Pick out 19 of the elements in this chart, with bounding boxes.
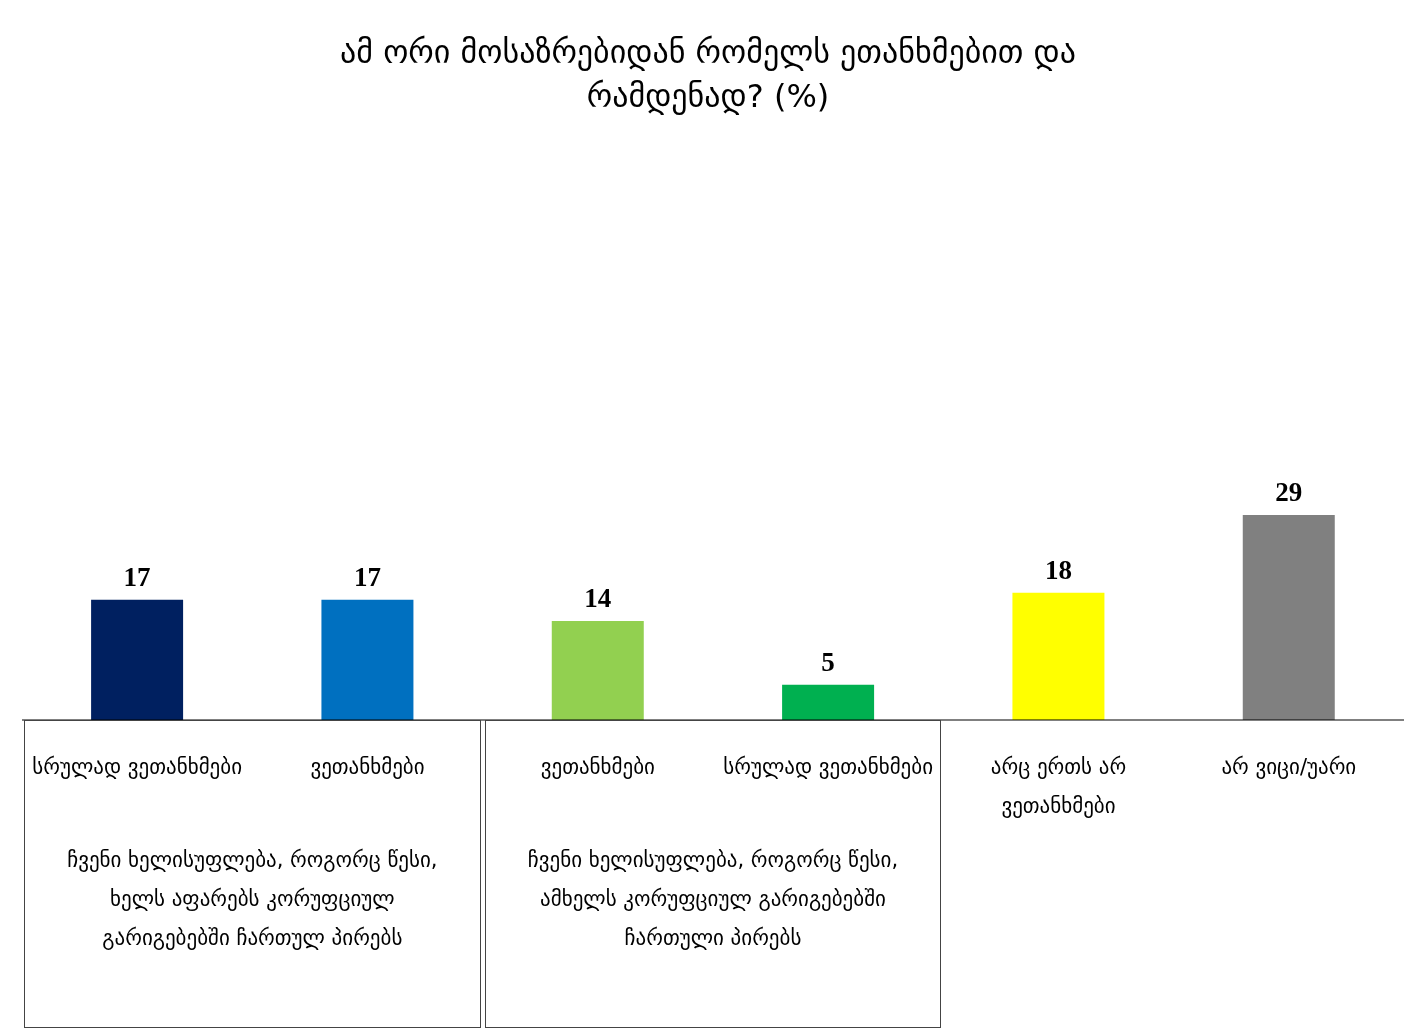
x-tick-label: სრულად ვეთანხმები — [722, 754, 935, 781]
bar — [551, 620, 644, 720]
bar — [1012, 592, 1105, 720]
bar — [321, 599, 414, 720]
data-label: 17 — [353, 561, 381, 592]
data-label: 17 — [123, 561, 151, 592]
x-tick-label: ვეთანხმები — [309, 754, 426, 781]
x-tick-label: არც ერთს არ ვეთანხმები — [989, 754, 1128, 820]
bar — [91, 599, 184, 720]
data-label: 5 — [821, 646, 835, 677]
x-tick-label: არ ვიცი/უარი — [1220, 754, 1358, 781]
chart-title: ამ ორი მოსაზრებიდან რომელს ეთანხმებით და რამდენად? (%) — [339, 32, 1077, 117]
x-tick-label: სრულად ვეთანხმები — [31, 754, 244, 781]
data-label: 29 — [1275, 476, 1303, 507]
bar — [782, 684, 875, 720]
bar — [1242, 514, 1335, 720]
data-label: 14 — [584, 582, 612, 613]
x-tick-label: ვეთანხმები — [539, 754, 656, 781]
data-label: 18 — [1044, 554, 1072, 585]
